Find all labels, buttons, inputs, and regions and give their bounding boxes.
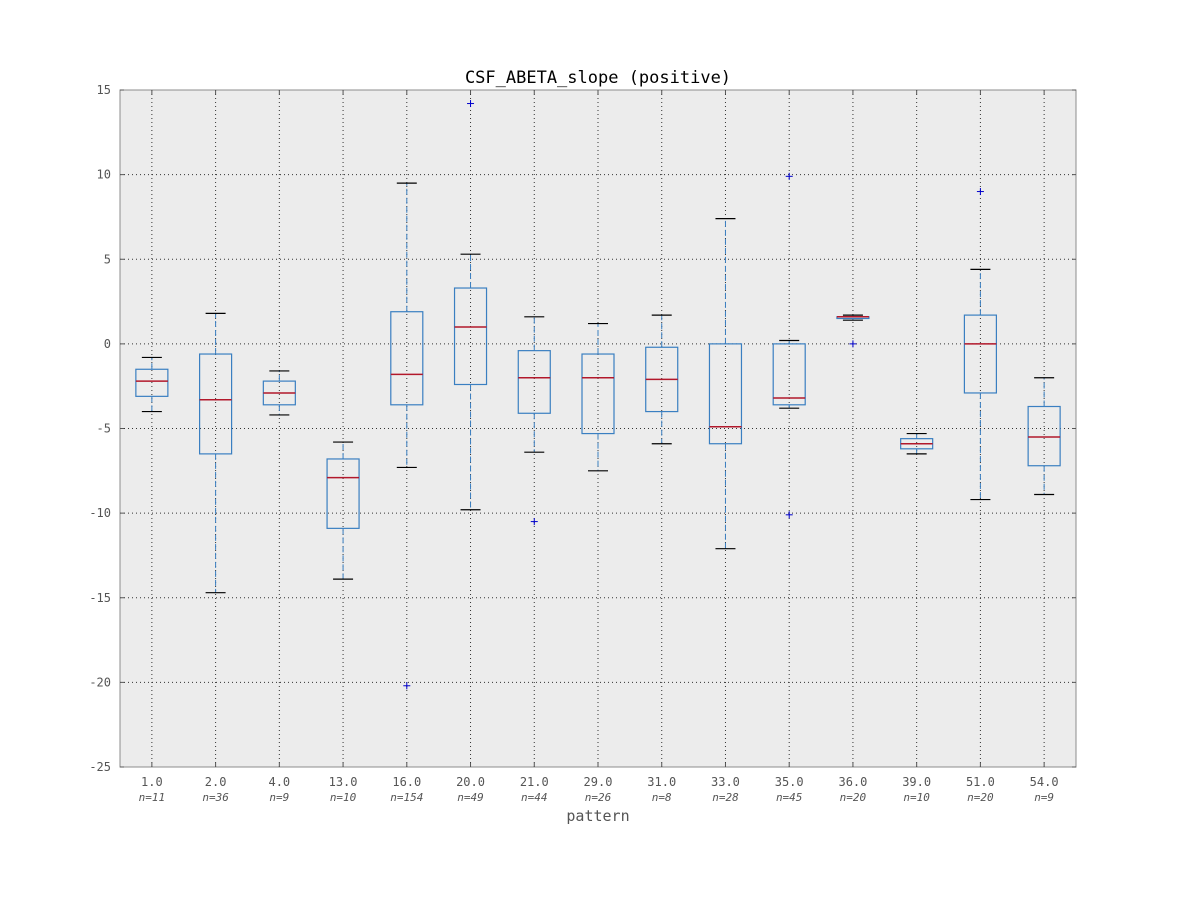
x-count-label: n=44: [521, 791, 548, 804]
x-count-label: n=11: [139, 791, 166, 804]
flier-point: [530, 518, 538, 526]
box-iqr: [135, 368, 169, 397]
flier-point: [849, 340, 857, 348]
x-count-label: n=26: [585, 791, 612, 804]
box-iqr: [1027, 405, 1061, 467]
x-tick-label: 39.0: [902, 775, 931, 789]
x-tick-label: 4.0: [268, 775, 290, 789]
box-group: [708, 218, 743, 550]
box-group: [517, 316, 551, 526]
y-tick-label: -15: [89, 591, 111, 605]
x-count-label: n=10: [330, 791, 357, 804]
x-tick-label: 54.0: [1030, 775, 1059, 789]
box-group: [772, 172, 806, 519]
y-tick-label: -5: [97, 422, 111, 436]
box-group: [645, 314, 679, 445]
box-iqr: [517, 350, 551, 414]
x-tick-label: 29.0: [584, 775, 613, 789]
box-group: [326, 441, 360, 580]
box-group: [963, 188, 998, 501]
x-count-label: n=9: [269, 791, 289, 804]
y-tick-label: -25: [89, 760, 111, 774]
box-group: [836, 314, 870, 348]
box-group: [199, 312, 233, 594]
flier-point: [976, 188, 984, 196]
grid-lines: [120, 90, 1076, 767]
y-tick-label: 0: [104, 337, 111, 351]
box-iqr: [326, 458, 360, 529]
box-iqr: [772, 343, 806, 406]
flier-point: [403, 682, 411, 690]
y-tick-label: 10: [97, 168, 111, 182]
flier-point: [785, 172, 793, 180]
x-count-label: n=154: [390, 791, 423, 804]
box-group: [453, 100, 488, 511]
box-group: [135, 356, 169, 413]
flier-point: [467, 100, 475, 108]
x-count-label: n=10: [903, 791, 930, 804]
x-tick-label: 20.0: [456, 775, 485, 789]
flier-point: [785, 511, 793, 519]
y-axis: 15 10 5 0 -5 -10 -15 -20 -25: [89, 83, 1076, 774]
box-iqr: [390, 311, 424, 406]
y-tick-label: -20: [89, 675, 111, 689]
box-group: [390, 182, 424, 690]
x-tick-label: 1.0: [141, 775, 163, 789]
x-count-label: n=45: [776, 791, 803, 804]
x-tick-label: 35.0: [775, 775, 804, 789]
box-iqr: [708, 343, 743, 445]
x-count-label: n=36: [202, 791, 229, 804]
x-tick-label: 16.0: [392, 775, 421, 789]
x-axis: 1.0 n=11 2.0 n=36 4.0 n=9 13.0 n=10 16.0 n=154 20.…: [139, 90, 1059, 804]
x-axis-label: pattern: [566, 807, 629, 825]
chart-title: CSF_ABETA_slope (positive): [465, 68, 731, 88]
x-tick-label: 21.0: [520, 775, 549, 789]
x-tick-label: 13.0: [329, 775, 358, 789]
boxes: [135, 100, 1061, 690]
x-count-label: n=20: [967, 791, 994, 804]
x-tick-label: 2.0: [205, 775, 227, 789]
y-tick-label: -10: [89, 506, 111, 520]
x-count-label: n=8: [652, 791, 672, 804]
box-iqr: [963, 314, 998, 394]
x-tick-label: 33.0: [711, 775, 740, 789]
x-count-label: n=9: [1034, 791, 1054, 804]
x-count-label: n=28: [712, 791, 739, 804]
x-tick-label: 31.0: [647, 775, 676, 789]
x-count-label: n=20: [840, 791, 867, 804]
box-group: [581, 322, 615, 472]
box-group: [262, 370, 296, 416]
x-tick-label: 51.0: [966, 775, 995, 789]
y-tick-label: 5: [104, 252, 111, 266]
box-iqr: [581, 353, 615, 435]
box-iqr: [453, 287, 488, 386]
y-tick-label: 15: [97, 83, 111, 97]
x-count-label: n=49: [457, 791, 484, 804]
box-iqr: [199, 353, 233, 455]
box-group: [1027, 377, 1061, 496]
x-tick-label: 36.0: [838, 775, 867, 789]
box-group: [900, 432, 934, 455]
